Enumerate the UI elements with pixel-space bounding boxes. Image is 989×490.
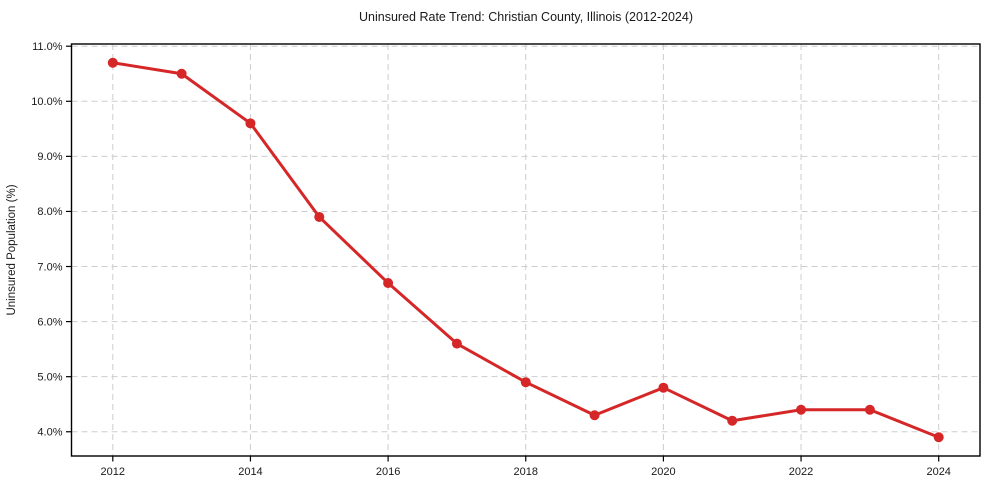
data-point-marker	[520, 377, 531, 388]
y-axis-tick-label: 6.0%	[37, 316, 62, 328]
y-axis-tick-label: 9.0%	[37, 151, 62, 163]
x-axis-tick-label: 2020	[651, 466, 675, 478]
y-axis-label: Uninsured Population (%)	[6, 184, 18, 315]
gridlines	[71, 44, 980, 456]
data-point-marker	[245, 118, 256, 129]
x-axis-tick-label: 2016	[376, 466, 400, 478]
data-point-marker	[658, 382, 669, 393]
x-axis-tick-label: 2014	[238, 466, 262, 478]
axis-tick-labels: 4.0% 5.0% 6.0% 7.0% 8.0% 9.0% 10.0% 11.0% 2012 20…	[31, 41, 951, 478]
data-point-marker	[314, 211, 325, 222]
data-point-marker	[589, 410, 600, 421]
y-axis-tick-label: 11.0%	[32, 41, 63, 53]
line-series	[107, 57, 944, 443]
y-axis-tick-label: 4.0%	[37, 427, 62, 439]
x-axis-tick-label: 2022	[789, 466, 813, 478]
data-point-marker	[933, 432, 944, 443]
x-axis-tick-label: 2024	[926, 466, 950, 478]
axis-ticks	[66, 45, 940, 462]
data-point-marker	[727, 415, 738, 426]
data-point-marker	[383, 278, 394, 289]
data-point-marker	[864, 404, 875, 415]
x-axis-tick-label: 2018	[514, 466, 538, 478]
y-axis-tick-label: 8.0%	[37, 206, 62, 218]
data-point-marker	[176, 68, 187, 79]
data-point-marker	[796, 404, 807, 415]
x-axis-tick-label: 2012	[101, 466, 125, 478]
chart-title: Uninsured Rate Trend: Christian County, …	[359, 10, 693, 24]
data-point-marker	[107, 57, 118, 68]
y-axis-tick-label: 10.0%	[31, 96, 62, 108]
data-point-marker	[451, 338, 462, 349]
y-axis-tick-label: 5.0%	[37, 371, 62, 383]
y-axis-tick-label: 7.0%	[37, 261, 62, 273]
